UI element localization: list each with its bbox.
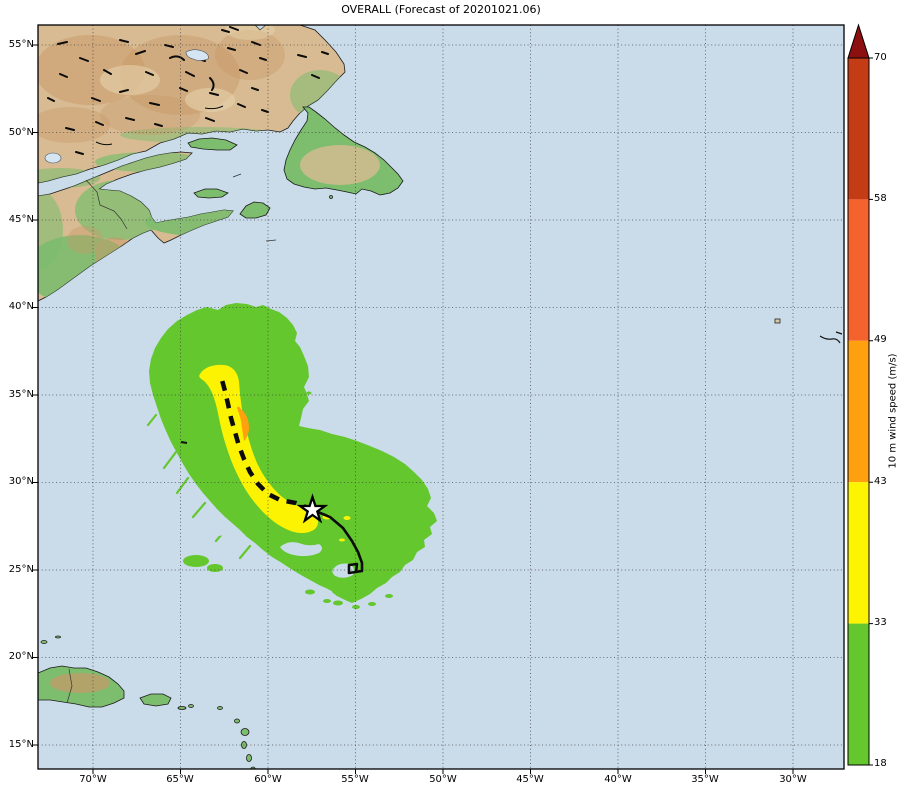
colorbar-segment-43-49 <box>848 340 869 483</box>
colorbar-tick-label: 18 <box>874 758 887 769</box>
x-axis-ticks <box>92 769 794 774</box>
colorbar-tick-label: 70 <box>874 52 887 63</box>
y-axis-ticks <box>33 44 38 746</box>
x-tick-label: 40°W <box>604 774 632 785</box>
newfoundland-interior <box>300 145 380 185</box>
wind-swath-43ms <box>237 406 249 441</box>
colorbar-tick-label: 33 <box>874 617 887 628</box>
island-anticosti <box>187 137 238 151</box>
colorbar-arrow <box>847 23 870 59</box>
lesser-antilles-island <box>250 766 256 769</box>
y-tick-label: 50°N <box>8 127 34 138</box>
y-tick-label: 30°N <box>8 476 34 487</box>
y-tick-label: 55°N <box>8 39 34 50</box>
y-tick-label: 25°N <box>8 564 34 575</box>
lesser-antilles-island <box>240 728 250 736</box>
current-position-star-icon <box>296 493 329 524</box>
colorbar <box>847 23 873 766</box>
x-tick-label: 65°W <box>166 774 194 785</box>
colorbar-frame <box>847 57 870 766</box>
small-island <box>40 640 48 644</box>
forecast-track-dashed <box>219 379 314 513</box>
border-lines <box>66 173 277 704</box>
x-tick-label: 50°W <box>429 774 457 785</box>
colorbar-segment-49-58 <box>848 199 869 341</box>
rivers <box>95 105 224 146</box>
colorbar-tick-label: 49 <box>874 334 887 345</box>
lesser-antilles-island <box>234 718 240 724</box>
colorbar-segment-18-33 <box>848 623 869 765</box>
terrain-highlight-patches <box>100 25 275 112</box>
hispaniola-mountains <box>50 673 110 693</box>
y-tick-label: 15°N <box>8 739 34 750</box>
azores-islands <box>774 318 843 344</box>
map-frame <box>37 24 845 770</box>
x-tick-label: 55°W <box>341 774 369 785</box>
y-tick-label: 45°N <box>8 214 34 225</box>
lakes <box>47 26 329 155</box>
large-lakes <box>44 49 209 164</box>
lesser-antilles-island <box>217 706 223 710</box>
y-tick-label: 40°N <box>8 301 34 312</box>
x-tick-label: 45°W <box>516 774 544 785</box>
plot-title: OVERALL (Forecast of 20201021.06) <box>341 3 541 16</box>
x-tick-label: 35°W <box>691 774 719 785</box>
colorbar-axis-label: 10 m wind speed (m/s) <box>887 353 899 469</box>
past-track-solid <box>312 508 364 575</box>
colorbar-tick-label: 43 <box>874 476 887 487</box>
y-tick-label: 35°N <box>8 389 34 400</box>
small-island <box>329 195 333 199</box>
colorbar-segment-33-43 <box>848 482 869 624</box>
island-cape-breton <box>239 201 271 219</box>
lesser-antilles-island <box>177 706 187 710</box>
colorbar-ticks <box>869 57 873 766</box>
bermuda-island <box>180 441 188 444</box>
x-tick-label: 30°W <box>779 774 807 785</box>
colorbar-tick-label: 58 <box>874 193 887 204</box>
small-island <box>55 635 61 639</box>
lesser-antilles-island <box>246 754 252 762</box>
island-pei <box>193 188 229 199</box>
lesser-antilles-island <box>188 704 194 708</box>
x-tick-label: 70°W <box>79 774 107 785</box>
colorbar-segment-58-70 <box>848 58 869 200</box>
y-tick-label: 20°N <box>8 651 34 662</box>
x-tick-label: 60°W <box>254 774 282 785</box>
island-puerto-rico <box>139 693 172 707</box>
